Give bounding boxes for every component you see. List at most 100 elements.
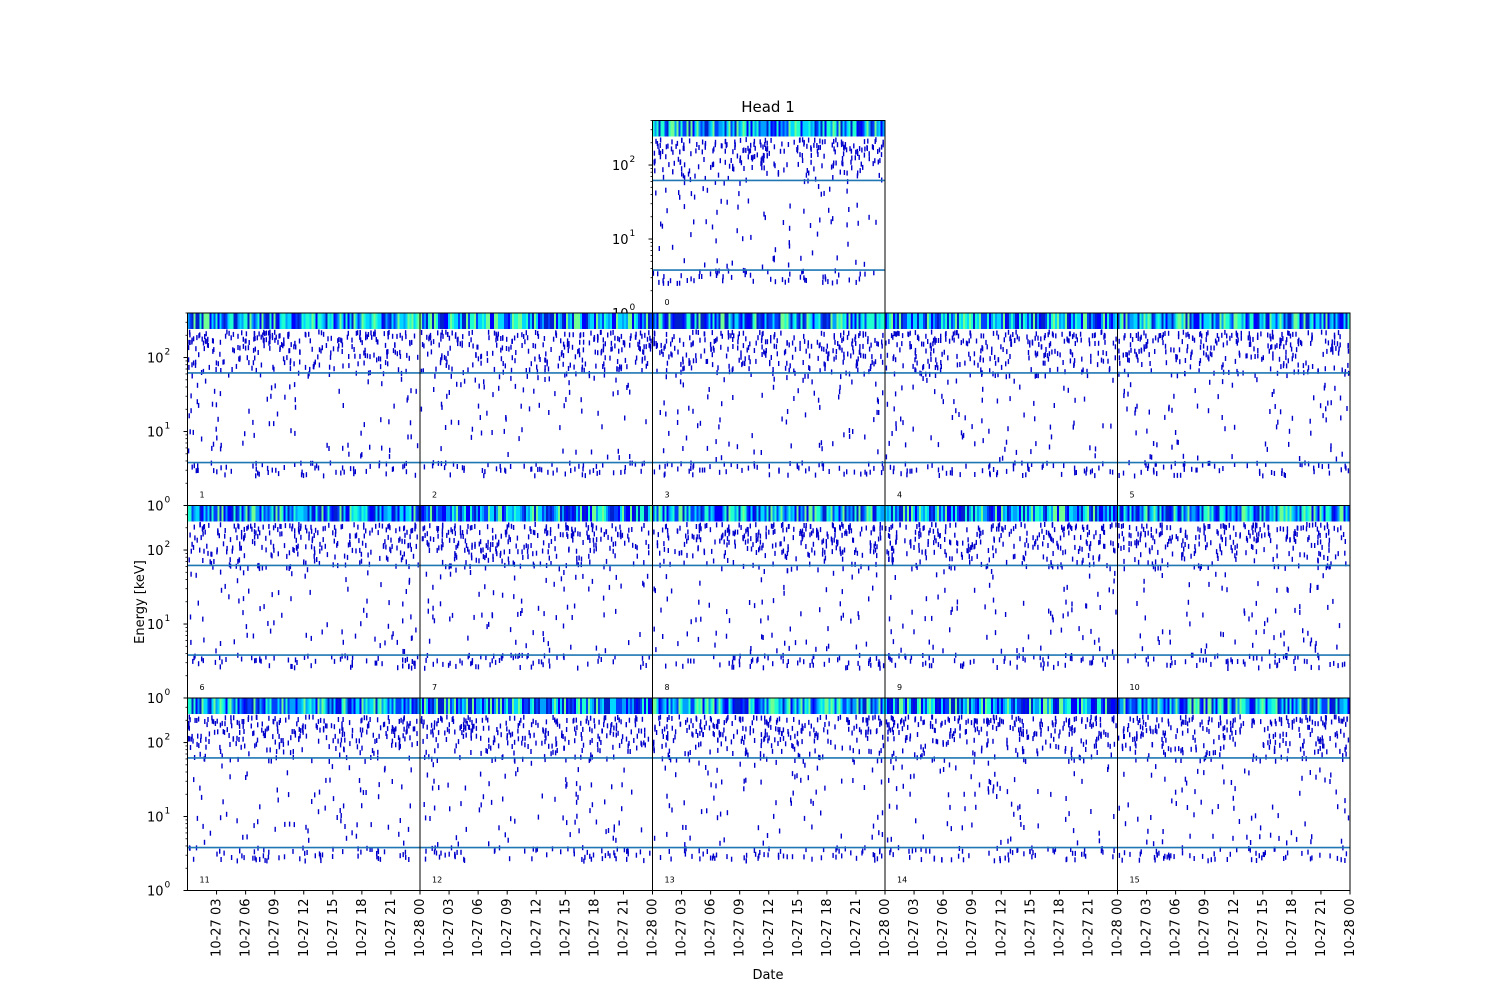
top-strip-cell	[662, 505, 665, 522]
top-strip-cell	[1043, 313, 1046, 329]
top-strip-cell	[464, 505, 467, 522]
heatmap-cell	[275, 334, 277, 340]
heatmap-cell	[874, 337, 876, 343]
heatmap-cell	[775, 344, 778, 350]
heatmap-cell	[1346, 406, 1348, 411]
heatmap-cell	[760, 157, 762, 163]
top-strip-cell	[664, 505, 667, 522]
top-strip-cell	[716, 505, 719, 522]
heatmap-cell	[440, 401, 443, 407]
heatmap-cell	[294, 404, 297, 410]
heatmap-cell	[504, 467, 506, 473]
heatmap-cell	[1248, 331, 1250, 337]
heatmap-cell	[471, 525, 473, 530]
heatmap-cell	[450, 419, 453, 425]
top-strip-cell	[432, 313, 435, 329]
heatmap-cell	[858, 665, 861, 671]
heatmap-cell	[409, 542, 411, 548]
heatmap-cell	[582, 466, 584, 472]
heatmap-cell	[1026, 530, 1028, 536]
heatmap-cell	[329, 354, 332, 360]
heatmap-cell	[500, 533, 502, 539]
heatmap-cell	[828, 657, 830, 663]
heatmap-cell	[657, 271, 659, 277]
heatmap-cell	[513, 594, 515, 600]
heatmap-cell	[451, 612, 454, 618]
top-strip-cell	[1071, 313, 1074, 329]
heatmap-cell	[455, 544, 457, 550]
heatmap-cell	[532, 660, 534, 666]
heatmap-cell	[749, 523, 751, 529]
heatmap-cell	[1063, 463, 1065, 469]
top-strip-cell	[654, 120, 657, 137]
heatmap-cell	[1118, 338, 1120, 344]
heatmap-cell	[1088, 337, 1090, 343]
heatmap-cell	[1035, 352, 1037, 358]
heatmap-cell	[415, 543, 417, 549]
heatmap-cell	[916, 360, 918, 366]
heatmap-cell	[669, 278, 672, 284]
heatmap-cell	[369, 463, 371, 469]
heatmap-cell	[879, 535, 882, 541]
heatmap-cell	[282, 343, 284, 349]
heatmap-cell	[395, 563, 397, 569]
top-strip-cell	[828, 120, 831, 137]
top-strip-cell	[642, 505, 645, 522]
heatmap-cell	[579, 332, 582, 338]
heatmap-cell	[442, 522, 444, 528]
heatmap-cell	[567, 366, 570, 371]
heatmap-cell	[598, 653, 600, 659]
heatmap-cell	[595, 363, 597, 369]
top-strip-cell	[662, 120, 665, 137]
heatmap-cell	[496, 342, 498, 348]
top-strip-cell	[297, 313, 300, 329]
top-strip-cell	[1057, 313, 1060, 329]
top-strip-cell	[552, 313, 555, 329]
top-strip-cell	[850, 505, 853, 522]
heatmap-cell	[471, 426, 474, 432]
top-strip-cell	[923, 313, 926, 329]
heatmap-cell	[224, 533, 226, 539]
heatmap-cell	[737, 339, 739, 345]
heatmap-cell	[781, 549, 783, 555]
heatmap-cell	[1102, 423, 1104, 429]
top-strip-cell	[1173, 313, 1176, 329]
top-strip-cell	[698, 505, 701, 522]
heatmap-cell	[706, 561, 708, 567]
heatmap-cell	[627, 382, 629, 388]
top-strip-cell	[626, 505, 629, 522]
heatmap-cell	[762, 144, 764, 150]
heatmap-cell	[581, 408, 583, 414]
top-strip-cell	[1029, 505, 1032, 522]
top-strip-cell	[223, 313, 226, 329]
top-strip-cell	[393, 313, 396, 329]
heatmap-cell	[377, 530, 379, 536]
heatmap-cell	[799, 346, 801, 351]
top-strip-cell	[967, 313, 970, 329]
heatmap-cell	[1295, 347, 1298, 353]
heatmap-cell	[313, 533, 315, 538]
top-strip-cell	[836, 505, 839, 522]
heatmap-cell	[343, 553, 346, 559]
heatmap-cell	[537, 605, 540, 611]
heatmap-cell	[432, 614, 434, 620]
heatmap-cell	[817, 152, 819, 157]
top-strip-cell	[337, 313, 340, 329]
top-strip-cell	[1239, 313, 1242, 329]
heatmap-cell	[1006, 349, 1008, 355]
heatmap-cell	[826, 343, 828, 349]
top-strip-cell	[688, 505, 691, 522]
heatmap-cell	[365, 468, 367, 474]
heatmap-cell	[813, 550, 816, 556]
heatmap-cell	[742, 535, 744, 540]
heatmap-cell	[523, 334, 525, 339]
heatmap-cell	[751, 657, 754, 663]
heatmap-cell	[1025, 537, 1028, 543]
heatmap-cell	[353, 522, 355, 528]
heatmap-cell	[841, 160, 843, 166]
top-strip-cell	[1071, 505, 1074, 522]
heatmap-cell	[682, 359, 684, 365]
heatmap-cell	[1000, 344, 1002, 350]
heatmap-cell	[679, 194, 681, 200]
top-strip-cell	[937, 313, 940, 329]
